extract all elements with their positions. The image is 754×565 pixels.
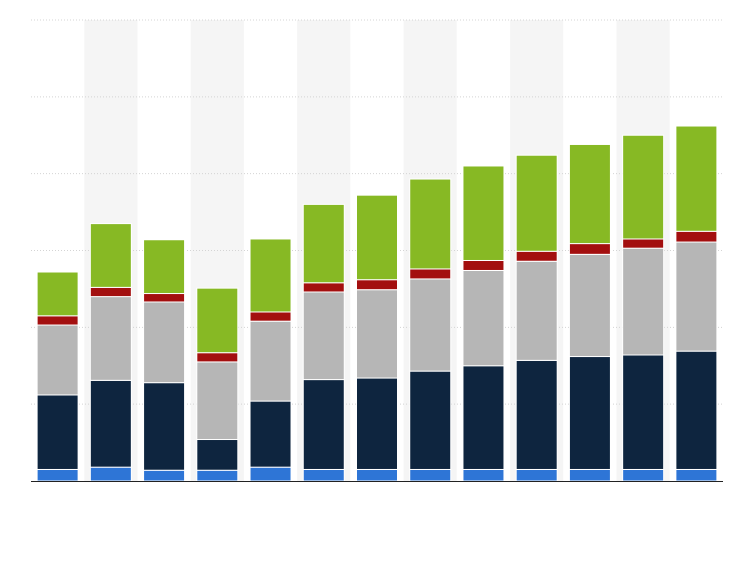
bar-segment-series-4-col-13[interactable] — [675, 230, 718, 243]
bar-segment-series-1-col-13[interactable] — [675, 468, 718, 482]
bar-segment-series-3-col-8[interactable] — [409, 278, 452, 372]
bar-segment-series-4-col-4[interactable] — [196, 352, 239, 363]
bar-segment-series-2-col-13[interactable] — [675, 350, 718, 470]
bar-segment-series-4-col-12[interactable] — [622, 238, 665, 249]
bar-segment-series-4-col-11[interactable] — [568, 243, 611, 255]
bar-segment-series-5-col-7[interactable] — [356, 194, 398, 281]
bar-segment-series-1-col-2[interactable] — [89, 466, 132, 482]
bar-segment-series-2-col-10[interactable] — [515, 359, 558, 470]
bar-segment-series-4-col-9[interactable] — [462, 259, 505, 271]
bar-segment-series-4-col-10[interactable] — [515, 250, 558, 262]
bar-segment-series-3-col-5[interactable] — [249, 320, 292, 402]
bar-segment-series-5-col-10[interactable] — [515, 154, 558, 252]
bar-segment-series-5-col-13[interactable] — [675, 125, 718, 232]
bar-segment-series-2-col-1[interactable] — [36, 394, 79, 470]
bar-segment-series-5-col-11[interactable] — [568, 143, 611, 245]
bar-segment-series-1-col-7[interactable] — [356, 468, 398, 482]
bar-segment-series-2-col-6[interactable] — [302, 379, 345, 470]
bar-segment-series-4-col-1[interactable] — [36, 315, 79, 326]
bar-segment-series-1-col-11[interactable] — [568, 468, 611, 482]
bar-segment-series-1-col-3[interactable] — [143, 469, 186, 482]
bar-segment-series-3-col-11[interactable] — [568, 253, 611, 358]
bar-segment-series-3-col-13[interactable] — [675, 241, 718, 352]
bar-segment-series-2-col-3[interactable] — [143, 382, 186, 471]
bar-segment-series-4-col-7[interactable] — [356, 279, 398, 291]
bar-segment-series-4-col-2[interactable] — [89, 286, 132, 298]
bar-segment-series-2-col-7[interactable] — [356, 377, 398, 470]
bar-segment-series-5-col-8[interactable] — [409, 178, 452, 270]
bar-segment-series-2-col-5[interactable] — [249, 400, 292, 468]
bar-segment-series-3-col-6[interactable] — [302, 291, 345, 381]
bar-segment-series-5-col-9[interactable] — [462, 165, 505, 261]
bar-segment-series-4-col-8[interactable] — [409, 268, 452, 280]
bar-segment-series-2-col-9[interactable] — [462, 365, 505, 470]
bar-segment-series-2-col-11[interactable] — [568, 356, 611, 470]
bar-segment-series-3-col-2[interactable] — [89, 296, 132, 381]
bar-segment-series-3-col-3[interactable] — [143, 301, 186, 384]
bar-segment-series-4-col-5[interactable] — [249, 311, 292, 322]
bar-segment-series-1-col-8[interactable] — [409, 468, 452, 482]
bar-segment-series-5-col-5[interactable] — [249, 238, 292, 313]
bar-segment-series-1-col-12[interactable] — [622, 468, 665, 482]
bar-segment-series-3-col-7[interactable] — [356, 289, 398, 379]
bar-segment-series-1-col-9[interactable] — [462, 468, 505, 482]
bar-segment-series-4-col-3[interactable] — [143, 293, 186, 303]
bar-segment-series-3-col-1[interactable] — [36, 324, 79, 396]
bar-segment-series-3-col-9[interactable] — [462, 269, 505, 367]
bar-segment-series-5-col-6[interactable] — [302, 203, 345, 284]
bar-segment-series-1-col-10[interactable] — [515, 468, 558, 482]
bar-segment-series-5-col-4[interactable] — [196, 287, 239, 354]
bar-segment-series-2-col-8[interactable] — [409, 370, 452, 470]
bar-segment-series-1-col-6[interactable] — [302, 468, 345, 482]
bar-segment-series-5-col-12[interactable] — [622, 134, 665, 240]
bar-segment-series-5-col-3[interactable] — [143, 239, 186, 295]
bar-segment-series-2-col-4[interactable] — [196, 439, 239, 471]
bar-segment-series-5-col-2[interactable] — [89, 223, 132, 288]
bar-segment-series-5-col-1[interactable] — [36, 271, 79, 317]
bar-segment-series-2-col-12[interactable] — [622, 354, 665, 470]
bar-segment-series-3-col-4[interactable] — [196, 361, 239, 441]
bar-segment-series-2-col-2[interactable] — [89, 379, 132, 468]
bar-segment-series-1-col-1[interactable] — [36, 468, 79, 482]
bar-segment-series-3-col-12[interactable] — [622, 247, 665, 356]
bar-segment-series-3-col-10[interactable] — [515, 260, 558, 361]
bar-segment-series-1-col-4[interactable] — [196, 469, 239, 482]
bar-segment-series-4-col-6[interactable] — [302, 282, 345, 293]
bar-segment-series-1-col-5[interactable] — [249, 466, 292, 482]
